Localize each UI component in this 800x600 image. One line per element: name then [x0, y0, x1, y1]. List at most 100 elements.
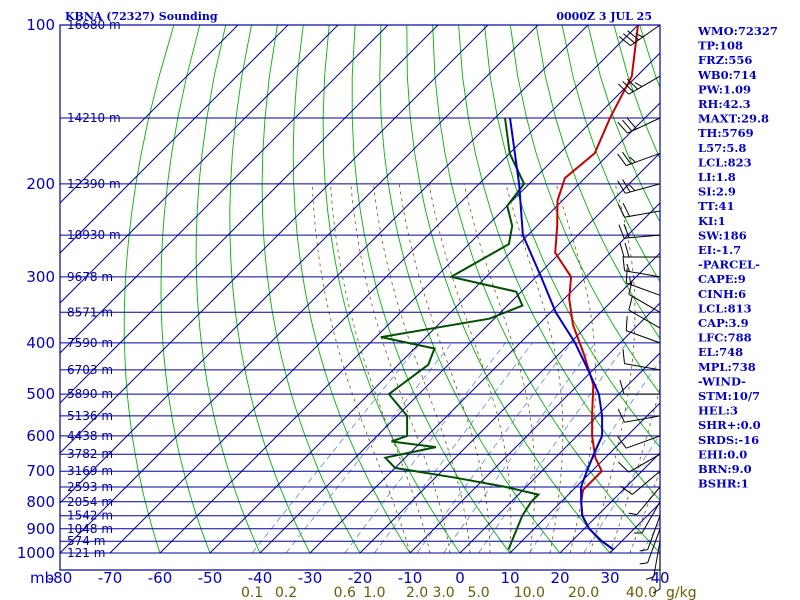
pressure-tick-label: 900 [26, 520, 55, 538]
wind-barb-flag [619, 379, 625, 395]
index-line: TP:108 [698, 39, 743, 53]
wind-barb-flag [618, 461, 630, 473]
mixing-ratio-label: 0.6 [334, 585, 356, 600]
height-label: 5890 m [67, 387, 113, 401]
wind-barb [617, 117, 661, 134]
wind-barb-staff [625, 183, 661, 194]
wind-barb-staff [647, 528, 661, 563]
wind-barb-flag [621, 151, 632, 165]
wind-barb-flag [622, 202, 630, 217]
wind-barb-flag [620, 485, 633, 495]
index-line: HEL:3 [698, 404, 738, 418]
pressure-tick-label: 400 [26, 334, 55, 352]
pressure-tick-label: 500 [26, 385, 55, 403]
wind-barb [622, 256, 661, 278]
isotherm-line [60, 25, 389, 354]
index-line: CAP:3.9 [698, 316, 749, 330]
isotherm-line [109, 25, 639, 554]
wind-barb-flag [618, 36, 631, 46]
index-line: EL:748 [698, 345, 743, 359]
mixing-ratio-label: 2.0 [406, 585, 428, 600]
wind-barb-flag [617, 121, 628, 134]
wind-barb-staff [626, 330, 661, 344]
mixing-ratio-label: 0.2 [275, 585, 297, 600]
wind-barb-staff [630, 24, 661, 47]
pressure-tick-label: 700 [26, 462, 55, 480]
wind-barb-staff [624, 363, 661, 371]
wind-barb-flag [634, 82, 643, 88]
height-label: 10930 m [67, 228, 121, 242]
index-line: TT:41 [698, 199, 735, 213]
wind-barb-flag [628, 295, 633, 311]
height-label: 3782 m [67, 447, 113, 461]
wind-barb [628, 279, 661, 313]
wind-barb [646, 541, 661, 580]
wind-barb [618, 24, 661, 47]
index-line: SW:186 [698, 228, 747, 242]
height-label: 16680 m [67, 18, 121, 32]
chart-title: KBNA (72327) Sounding [65, 10, 218, 23]
wind-barb-flag [622, 81, 634, 92]
moist-adiabat [505, 183, 564, 554]
temperature-tick-label: -50 [198, 569, 223, 587]
isotherm-line [159, 52, 660, 554]
height-label: 2054 m [67, 495, 113, 509]
height-label: 3169 m [67, 464, 113, 478]
wind-barb [652, 553, 661, 594]
wind-barb-flag [652, 588, 661, 594]
dewpoint-line [380, 117, 541, 550]
temperature-tick-label: 0 [455, 569, 465, 587]
x-unit-label: mb [30, 569, 54, 587]
wind-barb-flag [635, 33, 644, 38]
index-line: TH:5769 [698, 126, 754, 140]
index-line: L57:5.8 [698, 141, 746, 155]
pressure-tick-label: 600 [26, 427, 55, 445]
temperature-tick-label: -60 [148, 569, 173, 587]
pressure-tick-label: 200 [26, 175, 55, 193]
wind-barb-flag [628, 184, 636, 192]
index-line: SHR+:0.0 [698, 418, 761, 432]
wind-barb-flag [626, 117, 637, 130]
isotherm-line [60, 25, 439, 404]
wind-barb-flag [625, 316, 628, 331]
height-label: 8571 m [67, 305, 113, 319]
wind-barb [625, 268, 661, 296]
sounding-profiles [380, 25, 639, 551]
wind-barb [618, 453, 661, 473]
pressure-tick-label: 1000 [17, 544, 55, 562]
wind-barbs [617, 24, 661, 594]
wind-barb-flag [627, 30, 640, 41]
wind-barb-flag [617, 180, 626, 194]
height-label: 6703 m [67, 363, 113, 377]
mixing-ratio-label: 10.0 [514, 585, 545, 600]
temperature-tick-label: -70 [98, 569, 123, 587]
isotherm-line [60, 25, 289, 254]
index-line: PW:1.09 [698, 82, 751, 96]
wind-barb-flag [617, 436, 627, 449]
wind-barb-flag [628, 512, 637, 516]
isotherm-line [60, 25, 539, 504]
pressure-axis-labels: 100 200 300 400 500 600 700 800 900 1000 [17, 16, 55, 562]
wind-barb-flag [623, 224, 630, 238]
index-line: STM:10/7 [698, 389, 760, 403]
moist-adiabat [428, 183, 512, 554]
index-line: BSHR:1 [698, 477, 749, 491]
index-line: WB0:714 [697, 68, 757, 82]
temperature-tick-label: -20 [348, 569, 373, 587]
pressure-tick-label: 100 [26, 16, 55, 34]
wind-barb-staff [628, 293, 661, 313]
isotherm-line [409, 302, 660, 554]
index-line: MPL:738 [698, 360, 756, 374]
wind-barb-staff [626, 282, 661, 296]
moist-adiabat [398, 183, 491, 553]
temperature-tick-label: -30 [298, 569, 323, 587]
wind-barb-staff [628, 453, 661, 473]
wind-barb-flag [622, 349, 625, 364]
height-label: 4438 m [67, 429, 113, 443]
index-line: LCL:813 [698, 301, 752, 315]
temperature-tick-label: 30 [600, 569, 619, 587]
height-label: 9678 m [67, 270, 113, 284]
wind-barb-flag [624, 242, 630, 258]
